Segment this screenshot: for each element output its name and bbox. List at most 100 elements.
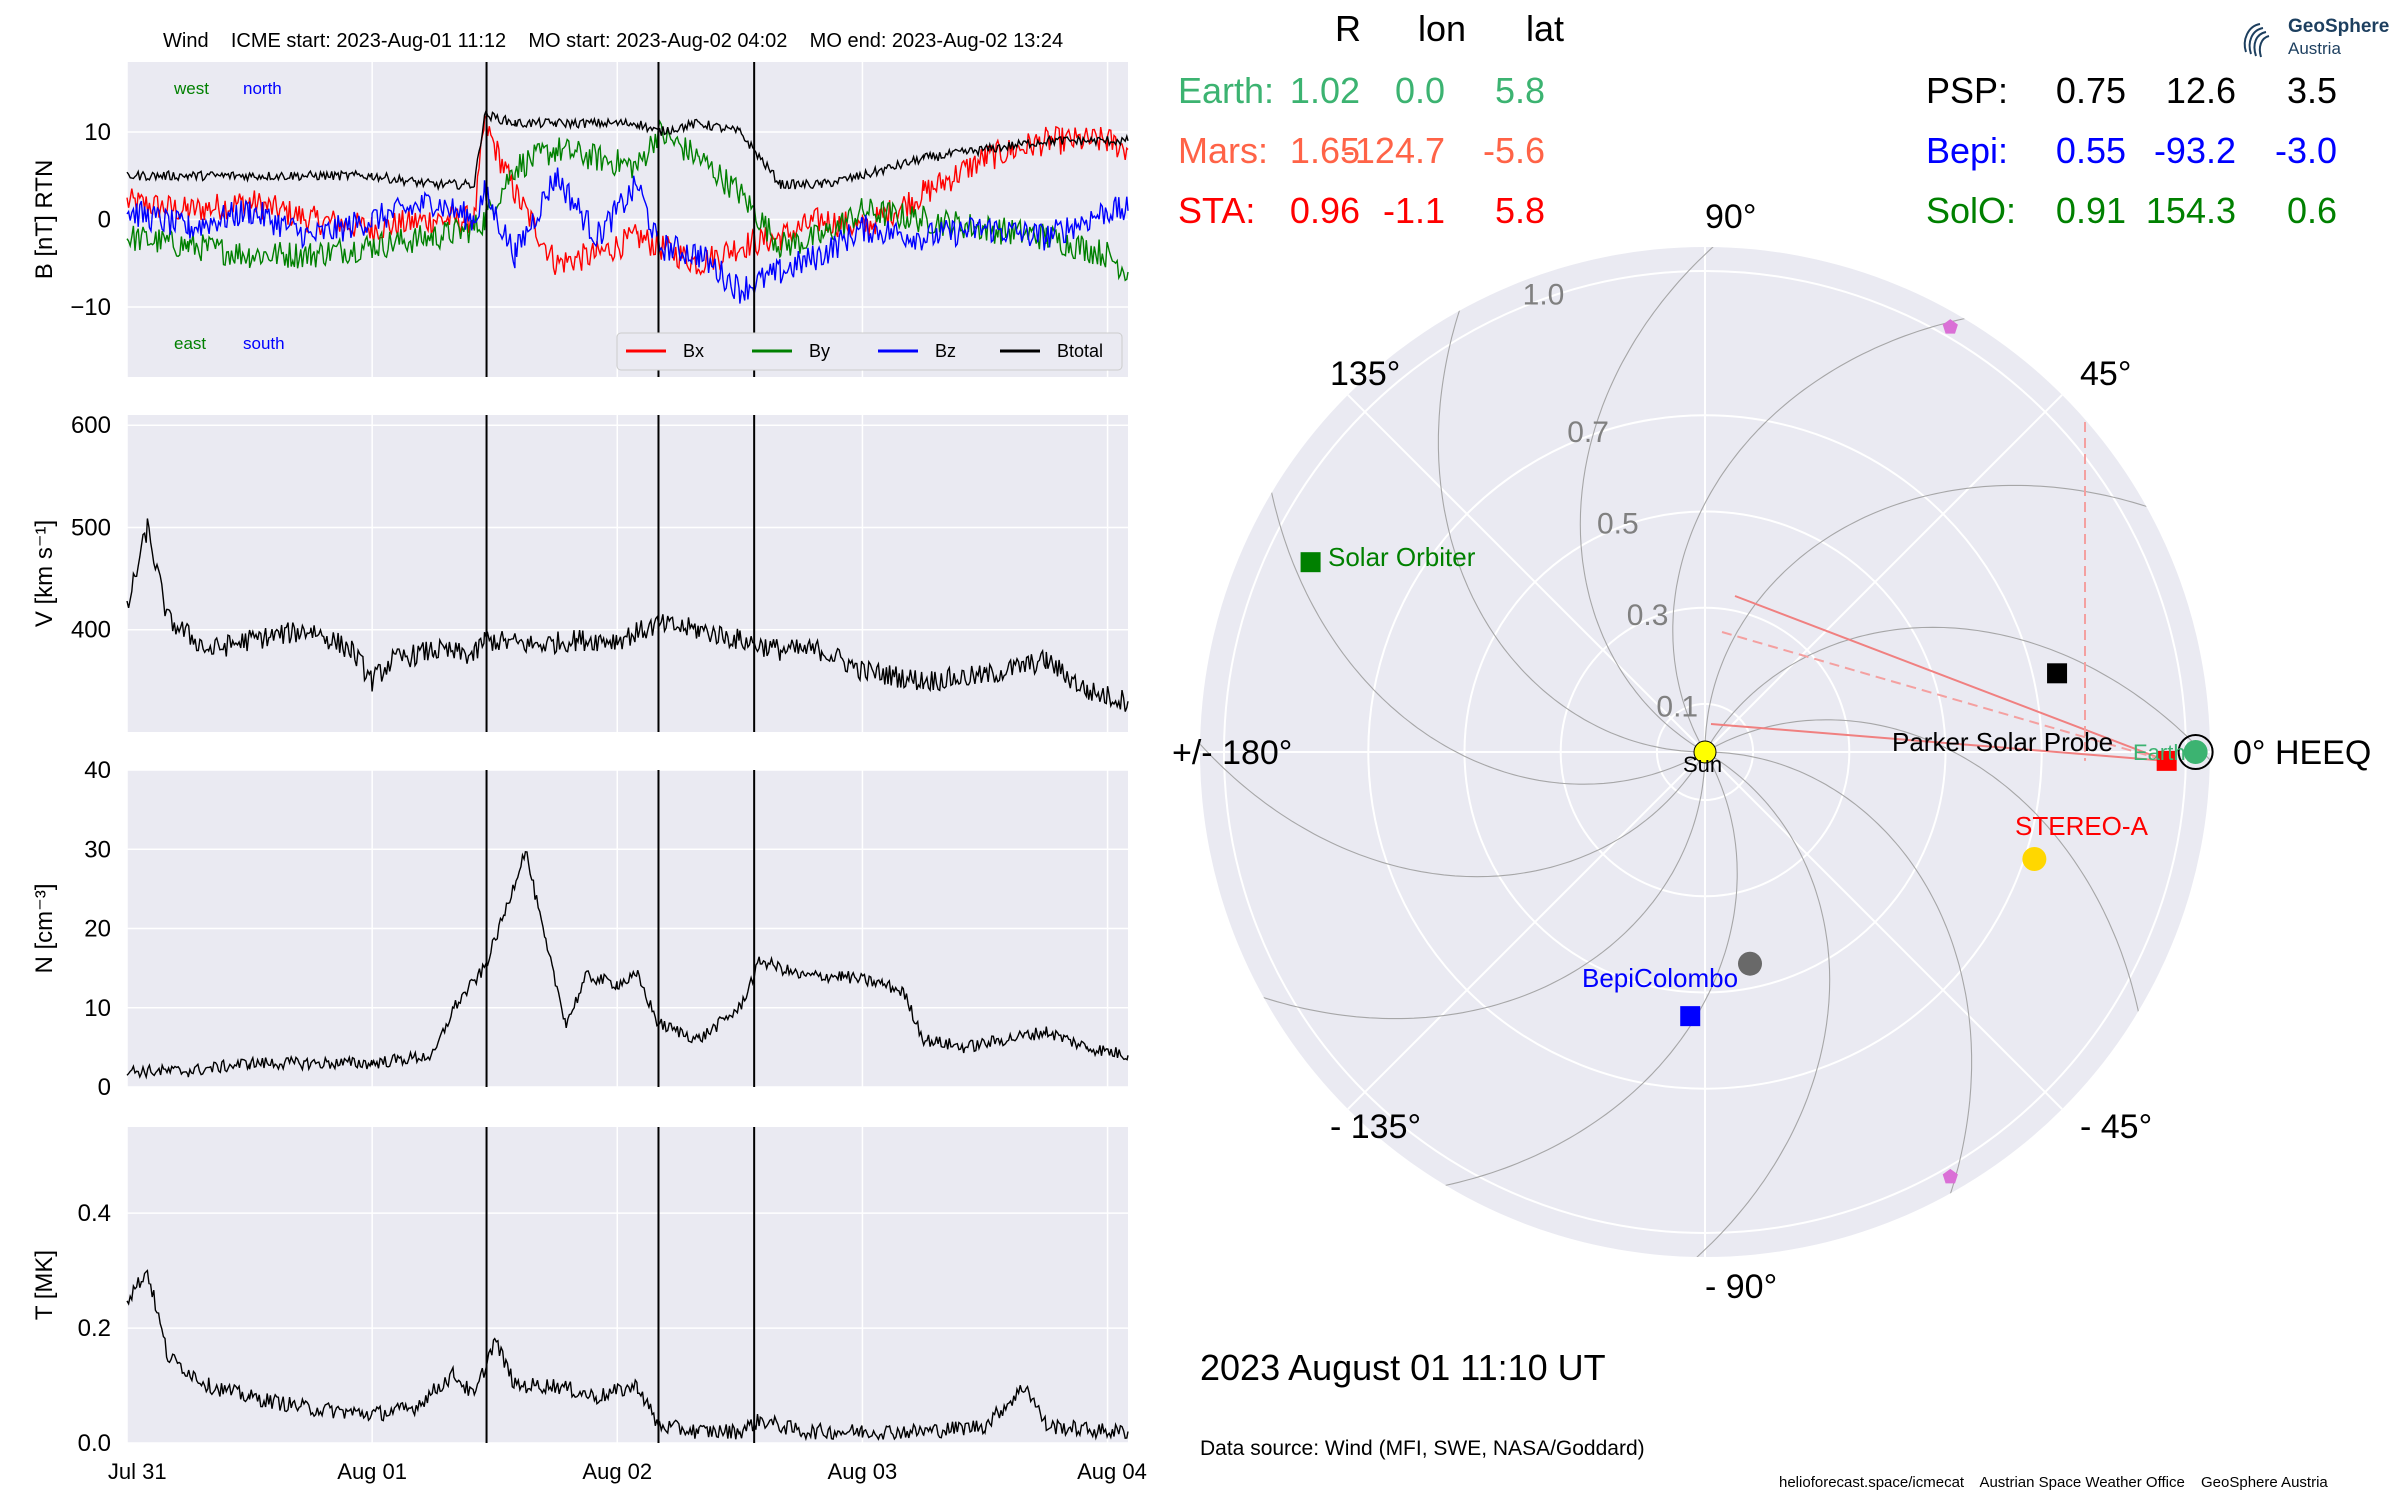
panel-temperature: 0.4 0.2 0.0 T [MK] [31, 1127, 1129, 1457]
geosphere-logo-icon [2243, 23, 2270, 58]
marker-l4 [1942, 319, 1958, 334]
label-bepicolombo: BepiColombo [1582, 963, 1738, 993]
angle-label-minus135: - 135° [1330, 1108, 1421, 1146]
x-tick-label: Aug 03 [828, 1459, 898, 1484]
marker-parker-solar-probe [2047, 663, 2068, 684]
label-sun: Sun [1683, 752, 1722, 777]
label-earth: Earth [2133, 740, 2186, 765]
panel-speed: 600 500 400 V [km s⁻¹] [31, 412, 1129, 732]
angle-label-minus45: - 45° [2080, 1108, 2152, 1146]
data-source: Data source: Wind (MFI, SWE, NASA/Goddar… [1200, 1437, 1645, 1460]
table-cell-lon: -124.7 [1342, 130, 1445, 171]
label-stereo-a: STEREO-A [2015, 811, 2149, 841]
y-tick-label: 30 [84, 836, 111, 863]
table-cell-lat: 3.5 [2286, 70, 2337, 111]
plot-datetime: 2023 August 01 11:10 UT [1200, 1347, 1606, 1388]
table-cell-lon: 0.0 [1394, 70, 1445, 111]
series-line-Bx [126, 113, 1129, 276]
series-line-Btotal [126, 108, 1129, 192]
table-cell-R: 0.55 [2055, 130, 2126, 171]
table-row-name: PSP: [1926, 70, 2009, 111]
angle-label-minus90: - 90° [1705, 1268, 1777, 1300]
heeq-polar-plot: 0.1 0.3 0.5 0.7 1.0 0° HEEQ 45° 90° 135° +/- 180°… [1172, 198, 2371, 1300]
table-row-name: STA: [1178, 190, 1256, 231]
radial-tick-label: 0.1 [1656, 690, 1698, 723]
table-cell-lat: 0.6 [2286, 190, 2337, 231]
label-east: east [174, 334, 206, 353]
legend-entry: Btotal [1057, 341, 1103, 361]
panel-magnetic_field: 10 0 −10 B [nT] RTN [31, 62, 1129, 377]
parker-spiral-line [1259, 353, 1706, 785]
marker-mercury [1738, 951, 1763, 976]
y-tick-label: 0 [98, 207, 111, 234]
propagation-line [1710, 723, 2167, 762]
footer-org: GeoSphere Austria [2201, 1474, 2328, 1491]
table-cell-lat: -3.0 [2274, 130, 2337, 171]
table-cell-lat: -5.6 [1482, 130, 1545, 171]
panel-background [127, 1127, 1128, 1443]
angular-grid-line [1704, 394, 2063, 753]
radial-tick-label: 0.5 [1597, 507, 1639, 540]
footer-link[interactable]: helioforecast.space/icmecat [1779, 1474, 1965, 1491]
marker-venus [2022, 847, 2047, 872]
geosphere-logo: GeoSphere Austria [2238, 14, 2390, 64]
y-axis-label: T [MK] [31, 1250, 58, 1320]
parker-spiral-line [1704, 719, 2151, 1151]
legend-entry: Bx [683, 341, 704, 361]
y-tick-label: 40 [84, 757, 111, 784]
angle-label-0: 0° HEEQ [2233, 734, 2371, 772]
radial-tick-label: 0.7 [1567, 416, 1609, 449]
label-parker-solar-probe: Parker Solar Probe [1892, 727, 2113, 757]
y-axis-label: V [km s⁻¹] [31, 520, 58, 627]
y-axis-label: N [cm⁻³] [31, 884, 58, 974]
angle-label-180: +/- 180° [1172, 734, 1292, 772]
table-cell-R: 1.02 [1289, 70, 1360, 111]
table-cell-lon: -93.2 [2153, 130, 2236, 171]
angle-label-90: 90° [1705, 198, 1756, 236]
marker-sun [1693, 740, 1717, 764]
series-line-temperature [126, 1269, 1129, 1442]
parker-spiral-line [1200, 628, 1706, 878]
earth-ring [2177, 734, 2214, 770]
y-tick-label: 20 [84, 916, 111, 943]
y-tick-label: 600 [71, 412, 111, 439]
radial-tick-label: 1.0 [1523, 279, 1565, 312]
table-cell-lon: -1.1 [1382, 190, 1445, 231]
label-north: north [243, 79, 282, 98]
time-series-panels: 10 0 −10 B [nT] RTN 600 500 400 V [km s⁻¹] 40 30 2… [31, 62, 1147, 1484]
parker-spiral-line [1581, 751, 1831, 1257]
marker-bepicolombo [1680, 1006, 1701, 1027]
footer: helioforecast.space/icmecat Austrian Spa… [1779, 1474, 2340, 1491]
parker-spiral-line [1704, 484, 2210, 752]
y-tick-label: 0.4 [78, 1200, 111, 1227]
icme-start: ICME start: 2023-Aug-01 11:12 [230, 30, 507, 52]
table-row-name: Bepi: [1926, 130, 2009, 171]
series-line-speed [126, 518, 1129, 712]
table-row-name: SolO: [1926, 190, 2017, 231]
angular-grid-line [1704, 751, 2063, 1110]
table-cell-lat: 5.8 [1494, 190, 1545, 231]
marker-earth [2183, 740, 2208, 764]
mo-end: MO end: 2023-Aug-02 13:24 [809, 30, 1064, 52]
table-column-header: R [1335, 8, 1361, 49]
parker-spiral-line [1579, 247, 1829, 753]
table-cell-R: 0.96 [1289, 190, 1360, 231]
marker-solar-orbiter [1300, 552, 1321, 573]
legend-box [616, 332, 1123, 371]
y-tick-label: 10 [84, 995, 111, 1022]
x-tick-label: Aug 04 [1077, 1459, 1147, 1484]
table-cell-lon: 154.3 [2145, 190, 2236, 231]
panel-background [127, 415, 1128, 732]
table-cell-R: 0.91 [2055, 190, 2126, 231]
x-tick-label: Aug 02 [582, 1459, 652, 1484]
angular-grid-line [1347, 751, 1706, 1110]
label-solar-orbiter: Solar Orbiter [1328, 542, 1476, 572]
y-tick-label: 0.0 [78, 1430, 111, 1457]
table-row-name: Mars: [1178, 130, 1268, 171]
table-cell-R: 0.75 [2055, 70, 2126, 111]
logo-line1: GeoSphere [2288, 16, 2390, 37]
event-header: Wind ICME start: 2023-Aug-01 11:12 MO st… [163, 30, 1063, 53]
radial-tick-label: 0.3 [1627, 599, 1669, 632]
table-row-name: Earth: [1178, 70, 1275, 111]
